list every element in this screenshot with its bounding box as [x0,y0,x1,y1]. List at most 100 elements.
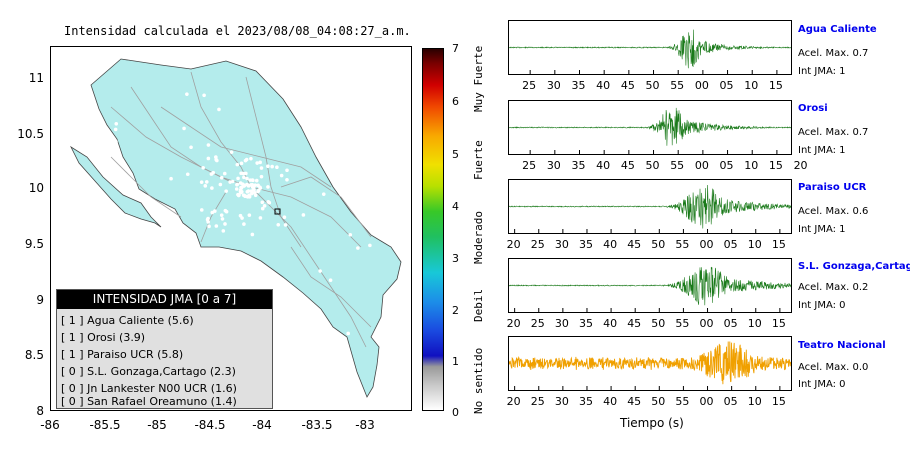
station-dot [240,189,244,194]
time-tick-label: 00 [699,317,714,330]
time-tick-label: 05 [723,317,738,330]
station-dot [169,176,173,181]
colorbar-label: Moderado [472,211,485,264]
station-acel: Acel. Max. 0.0 [798,362,869,373]
time-tick-label: 15 [771,238,786,251]
time-tick-label: 55 [670,79,685,92]
waveform-trace [509,184,791,233]
legend-row: [ 0 ] San Rafael Oreamuno (1.4) [61,395,237,408]
legend-row: [ 1 ] Orosi (3.9) [61,331,146,344]
time-tick-label: 15 [768,79,783,92]
station-dot [201,166,205,170]
time-tick-label: 50 [651,238,666,251]
colorbar-tick: 5 [452,148,459,161]
colorbar-tick: 3 [452,252,459,265]
time-tick-label: 25 [530,238,545,251]
station-dot [275,165,279,169]
station-dot [250,232,255,237]
station-intensity: Int JMA: 0 [798,300,846,311]
station-dot [106,278,111,282]
station-dot [258,185,262,190]
time-tick-label: 45 [627,317,642,330]
intensity-legend: INTENSIDAD JMA [0 a 7] [ 1 ] Agua Calien… [56,289,273,409]
time-tick-label: 45 [620,159,635,172]
station-dot [199,208,204,212]
time-tick-label: 45 [627,395,642,408]
time-tick-label: 35 [571,79,586,92]
station-dot [219,175,224,180]
x-tick: -84 [252,418,272,432]
station-dot [241,193,246,197]
time-tick-label: 20 [793,159,808,172]
station-dot [307,325,312,330]
station-name: S.L. Gonzaga,Cartago [798,261,910,272]
station-dot [336,92,340,97]
station-dot [128,273,132,278]
station-dot [206,156,211,161]
colorbar-tick: 7 [452,42,459,55]
station-dot [249,156,253,161]
station-dot [250,191,254,196]
legend-title: INTENSIDAD JMA [0 a 7] [57,290,272,309]
station-dot [285,168,289,173]
seismogram-line [509,29,791,69]
station-dot [242,175,246,180]
y-tick: 9.5 [24,237,44,251]
time-tick-label: 45 [627,238,642,251]
station-name: Paraiso UCR [798,182,867,193]
time-tick-label: 00 [699,395,714,408]
time-tick-label: 50 [645,79,660,92]
station-dot [240,216,244,220]
seismogram-line [509,266,791,306]
station-dot [114,121,119,126]
seismogram-line [509,107,791,146]
station-dot [199,180,204,184]
station-acel: Acel. Max. 0.2 [798,282,869,293]
waveform-panel [508,336,792,391]
y-tick: 11 [28,71,44,85]
waveform-trace [509,341,791,390]
station-dot [205,217,210,222]
time-tick-label: 30 [554,317,569,330]
time-tick-label: 05 [719,79,734,92]
station-dot [206,143,211,147]
colorbar-tick: 2 [452,304,459,317]
legend-row: [ 0 ] S.L. Gonzaga,Cartago (2.3) [61,365,236,378]
station-dot [214,224,219,228]
station-dot [222,171,227,176]
station-dot [218,182,223,187]
x-tick: -86 [40,418,60,432]
y-tick: 10 [28,181,44,195]
station-dot [155,248,160,253]
time-tick-label: 25 [522,159,537,172]
time-tick-label: 00 [699,238,714,251]
time-tick-label: 40 [603,238,618,251]
time-axis-label: Tiempo (s) [620,416,684,430]
x-tick: -83 [355,418,375,432]
station-dot [253,183,258,187]
station-dot [221,229,226,233]
station-intensity: Int JMA: 1 [798,145,846,156]
station-dot [301,213,306,217]
station-dot [211,170,216,175]
station-dot [258,160,262,165]
waveform-trace [509,107,791,154]
colorbar-label: Fuerte [472,140,485,180]
station-dot [238,181,243,185]
legend-row: [ 0 ] Jn Lankester N00 UCR (1.6) [61,382,237,395]
station-dot [251,178,255,183]
time-tick-label: 20 [506,238,521,251]
colorbar-tick: 6 [452,95,459,108]
station-dot [256,189,260,194]
colorbar-tick: 4 [452,200,459,213]
station-dot [235,162,240,167]
station-dot [244,171,248,176]
y-tick: 8 [36,404,44,418]
x-tick: -85.5 [89,418,121,432]
time-tick-label: 20 [506,395,521,408]
station-dot [328,278,333,283]
station-dot [223,208,228,213]
station-dot [270,164,274,169]
station-dot [350,112,354,117]
station-dot [260,206,265,211]
